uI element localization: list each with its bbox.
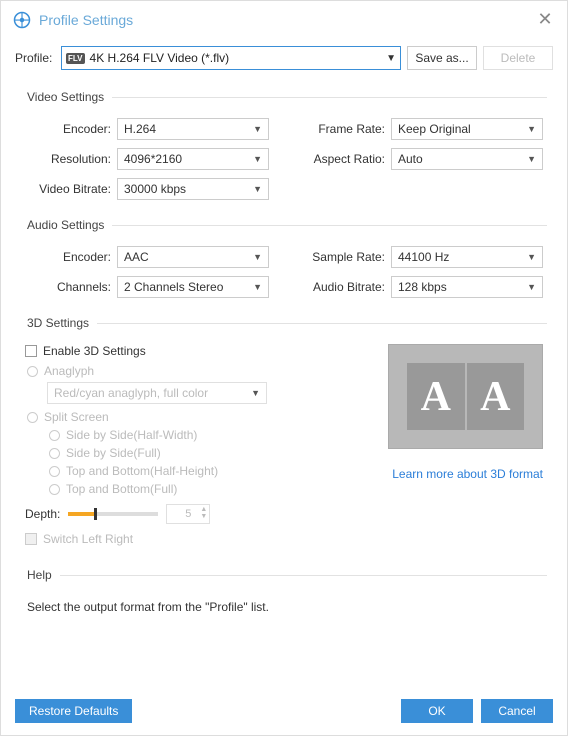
divider bbox=[112, 225, 547, 226]
3d-settings-section: 3D Settings Enable 3D Settings Anaglyph … bbox=[21, 316, 547, 552]
aspect-ratio-select[interactable]: Auto▼ bbox=[391, 148, 543, 170]
divider bbox=[112, 97, 547, 98]
enable-3d-label: Enable 3D Settings bbox=[43, 344, 146, 358]
audio-bitrate-label: Audio Bitrate: bbox=[299, 280, 385, 294]
enable-3d-checkbox[interactable]: Enable 3D Settings bbox=[25, 344, 345, 358]
cancel-button[interactable]: Cancel bbox=[481, 699, 553, 723]
channels-select[interactable]: 2 Channels Stereo▼ bbox=[117, 276, 269, 298]
close-icon[interactable]: ✕ bbox=[535, 9, 555, 30]
anaglyph-type-select: Red/cyan anaglyph, full color▼ bbox=[47, 382, 267, 404]
chevron-down-icon: ▼ bbox=[386, 53, 396, 64]
depth-value: 5 bbox=[185, 508, 191, 520]
radio-icon bbox=[49, 484, 60, 495]
tab-half-radio: Top and Bottom(Half-Height) bbox=[49, 464, 345, 478]
sbs-half-radio: Side by Side(Half-Width) bbox=[49, 428, 345, 442]
checkbox-icon bbox=[25, 533, 37, 545]
profile-label: Profile: bbox=[15, 51, 55, 65]
save-as-button[interactable]: Save as... bbox=[407, 46, 477, 70]
depth-label: Depth: bbox=[25, 507, 60, 521]
radio-icon bbox=[27, 366, 38, 377]
chevron-down-icon: ▼ bbox=[253, 282, 262, 292]
chevron-down-icon: ▼ bbox=[527, 252, 536, 262]
help-text: Select the output format from the "Profi… bbox=[21, 596, 547, 614]
divider bbox=[97, 323, 547, 324]
video-bitrate-label: Video Bitrate: bbox=[25, 182, 111, 196]
video-encoder-select[interactable]: H.264▼ bbox=[117, 118, 269, 140]
anaglyph-label: Anaglyph bbox=[44, 364, 94, 378]
video-bitrate-select[interactable]: 30000 kbps▼ bbox=[117, 178, 269, 200]
profile-select[interactable]: FLV 4K H.264 FLV Video (*.flv) ▼ bbox=[61, 46, 401, 70]
title-bar: Profile Settings ✕ bbox=[1, 1, 567, 40]
channels-label: Channels: bbox=[25, 280, 111, 294]
aspect-ratio-label: Aspect Ratio: bbox=[299, 152, 385, 166]
video-section-title: Video Settings bbox=[27, 90, 104, 104]
switch-lr-checkbox: Switch Left Right bbox=[25, 532, 345, 546]
chevron-down-icon: ▼ bbox=[253, 184, 262, 194]
switch-lr-label: Switch Left Right bbox=[43, 532, 133, 546]
video-settings-section: Video Settings Encoder: H.264▼ Frame Rat… bbox=[21, 90, 547, 200]
profile-row: Profile: FLV 4K H.264 FLV Video (*.flv) … bbox=[1, 40, 567, 80]
chevron-down-icon: ▼ bbox=[527, 282, 536, 292]
depth-stepper: 5 ▲▼ bbox=[166, 504, 210, 524]
help-section-title: Help bbox=[27, 568, 52, 582]
learn-more-3d-link[interactable]: Learn more about 3D format bbox=[392, 467, 543, 481]
chevron-down-icon: ▼ bbox=[253, 124, 262, 134]
restore-defaults-button[interactable]: Restore Defaults bbox=[15, 699, 132, 723]
video-encoder-label: Encoder: bbox=[25, 122, 111, 136]
ok-button[interactable]: OK bbox=[401, 699, 473, 723]
checkbox-icon bbox=[25, 345, 37, 357]
chevron-down-icon: ▼ bbox=[253, 252, 262, 262]
chevron-down-icon: ▼ bbox=[527, 124, 536, 134]
audio-bitrate-select[interactable]: 128 kbps▼ bbox=[391, 276, 543, 298]
split-screen-radio: Split Screen bbox=[27, 410, 345, 424]
anaglyph-radio: Anaglyph bbox=[27, 364, 345, 378]
3d-section-title: 3D Settings bbox=[27, 316, 89, 330]
help-section: Help Select the output format from the "… bbox=[21, 568, 547, 614]
sample-rate-label: Sample Rate: bbox=[299, 250, 385, 264]
preview-left-pane: A bbox=[407, 363, 465, 430]
resolution-label: Resolution: bbox=[25, 152, 111, 166]
frame-rate-select[interactable]: Keep Original▼ bbox=[391, 118, 543, 140]
depth-slider bbox=[68, 512, 158, 516]
app-icon bbox=[13, 11, 31, 29]
split-screen-label: Split Screen bbox=[44, 410, 109, 424]
delete-button: Delete bbox=[483, 46, 553, 70]
flv-badge-icon: FLV bbox=[66, 53, 85, 64]
resolution-select[interactable]: 4096*2160▼ bbox=[117, 148, 269, 170]
radio-icon bbox=[49, 430, 60, 441]
divider bbox=[60, 575, 547, 576]
chevron-down-icon: ▼ bbox=[253, 154, 262, 164]
sample-rate-select[interactable]: 44100 Hz▼ bbox=[391, 246, 543, 268]
preview-right-pane: A bbox=[467, 363, 525, 430]
audio-encoder-select[interactable]: AAC▼ bbox=[117, 246, 269, 268]
radio-icon bbox=[49, 466, 60, 477]
radio-icon bbox=[27, 412, 38, 423]
profile-value: 4K H.264 FLV Video (*.flv) bbox=[90, 51, 387, 65]
3d-preview: A A bbox=[388, 344, 543, 449]
radio-icon bbox=[49, 448, 60, 459]
sbs-full-radio: Side by Side(Full) bbox=[49, 446, 345, 460]
frame-rate-label: Frame Rate: bbox=[299, 122, 385, 136]
tab-full-radio: Top and Bottom(Full) bbox=[49, 482, 345, 496]
audio-encoder-label: Encoder: bbox=[25, 250, 111, 264]
chevron-down-icon: ▼ bbox=[527, 154, 536, 164]
chevron-down-icon: ▼ bbox=[251, 388, 260, 398]
window-title: Profile Settings bbox=[39, 12, 535, 28]
audio-settings-section: Audio Settings Encoder: AAC▼ Sample Rate… bbox=[21, 218, 547, 298]
audio-section-title: Audio Settings bbox=[27, 218, 104, 232]
footer: Restore Defaults OK Cancel bbox=[1, 687, 567, 735]
